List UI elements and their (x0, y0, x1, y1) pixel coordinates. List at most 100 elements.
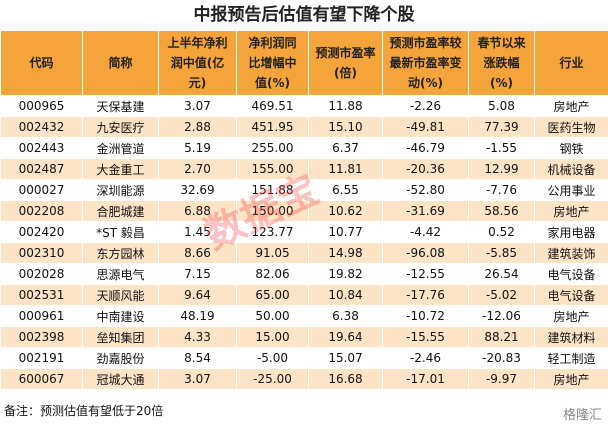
table-cell: 钢铁 (534, 137, 608, 159)
table-cell: -49.81 (382, 116, 469, 138)
table-cell: -17.76 (382, 284, 469, 306)
table-cell: 50.00 (236, 305, 309, 327)
note: 备注：预测估值有望低于20倍 (4, 404, 164, 418)
table-cell: 九安医疗 (82, 116, 159, 138)
table-cell: 91.05 (236, 242, 309, 264)
table-row: 002028 思源电气 7.15 82.06 19.82 -12.55 26.54 电气设备 (0, 263, 608, 285)
table-cell: 002310 (0, 242, 83, 264)
table-cell: -46.79 (382, 137, 469, 159)
table-cell: 中南建设 (82, 305, 159, 327)
table-cell: 10.77 (308, 221, 383, 243)
table-cell: -2.26 (382, 95, 469, 117)
table-row: 002191 劲嘉股份 8.54 -5.00 15.07 -2.46 -20.83 轻工制造 (0, 347, 608, 369)
table-cell: 002028 (0, 263, 83, 285)
table-cell: 58.56 (468, 200, 535, 222)
table-cell: 002531 (0, 284, 83, 306)
table-cell: -15.55 (382, 326, 469, 348)
table-cell: 3.07 (158, 368, 237, 390)
table-cell: 88.21 (468, 326, 535, 348)
table-cell: 000027 (0, 179, 83, 201)
table-cell: 6.38 (308, 305, 383, 327)
table-cell: 000961 (0, 305, 83, 327)
table-cell: -96.08 (382, 242, 469, 264)
table-cell: 7.15 (158, 263, 237, 285)
table-cell: 48.19 (158, 305, 237, 327)
table-cell: 155.00 (236, 158, 309, 180)
table-cell: 电气设备 (534, 263, 608, 285)
table-cell: 255.00 (236, 137, 309, 159)
table-cell: 3.07 (158, 95, 237, 117)
table-cell: 电气设备 (534, 284, 608, 306)
table-cell: -20.83 (468, 347, 535, 369)
table-cell: 金洲管道 (82, 137, 159, 159)
table-row: 002420 *ST 毅昌 1.45 123.77 10.77 -4.42 0.52 家用电器 (0, 221, 608, 243)
header-cell: 春节以来涨跌幅(%) (468, 30, 535, 96)
table-cell: 19.82 (308, 263, 383, 285)
table-cell: 002443 (0, 137, 83, 159)
table-cell: 垒知集团 (82, 326, 159, 348)
header-cell: 行业 (534, 30, 608, 96)
table-cell: 10.84 (308, 284, 383, 306)
table-cell: 002398 (0, 326, 83, 348)
table-cell: 5.19 (158, 137, 237, 159)
table-cell: 002487 (0, 158, 83, 180)
table-cell: 建筑材料 (534, 326, 608, 348)
header-cell: 上半年净利润中值(亿元) (158, 30, 237, 96)
table-cell: 医药生物 (534, 116, 608, 138)
table-row: 002208 合肥城建 6.88 150.00 10.62 -31.69 58.56 房地产 (0, 200, 608, 222)
table-row: 002531 天顺风能 9.64 65.00 10.84 -17.76 -5.02 电气设备 (0, 284, 608, 306)
table-cell: 82.06 (236, 263, 309, 285)
table-cell: -4.42 (382, 221, 469, 243)
table-cell: 轻工制造 (534, 347, 608, 369)
header-cell: 预测市盈率(倍) (308, 30, 383, 96)
table-cell: 77.39 (468, 116, 535, 138)
table-row: 002398 垒知集团 4.33 15.00 19.64 -15.55 88.21 建筑材料 (0, 326, 608, 348)
table-cell: 9.64 (158, 284, 237, 306)
table-row: 000965 天保基建 3.07 469.51 11.88 -2.26 5.08 房地产 (0, 95, 608, 117)
table-cell: 房地产 (534, 368, 608, 390)
table-row: 002310 东方园林 8.66 91.05 14.98 -96.08 -5.85 建筑装饰 (0, 242, 608, 264)
table-cell: 002432 (0, 116, 83, 138)
table-cell: 150.00 (236, 200, 309, 222)
table-cell: -12.55 (382, 263, 469, 285)
table: 代码 简称 上半年净利润中值(亿元) 净利润同比增幅中值(%) 预测市盈率(倍) 预测市盈… (0, 30, 608, 390)
table-cell: 14.98 (308, 242, 383, 264)
table-cell: 天顺风能 (82, 284, 159, 306)
table-cell: 15.10 (308, 116, 383, 138)
table-cell: 26.54 (468, 263, 535, 285)
table-cell: -9.97 (468, 368, 535, 390)
table-cell: 深圳能源 (82, 179, 159, 201)
table-cell: 6.88 (158, 200, 237, 222)
table-cell: 002191 (0, 347, 83, 369)
table-cell: 5.08 (468, 95, 535, 117)
table-cell: -12.06 (468, 305, 535, 327)
table-cell: 房地产 (534, 200, 608, 222)
table-cell: 家用电器 (534, 221, 608, 243)
table-row: 000027 深圳能源 32.69 151.88 6.55 -52.80 -7.76 公用事业 (0, 179, 608, 201)
logo: 格隆汇 (562, 408, 602, 423)
table-cell: 6.37 (308, 137, 383, 159)
table-cell: 15.00 (236, 326, 309, 348)
header-cell: 简称 (82, 30, 159, 96)
table-row: 002443 金洲管道 5.19 255.00 6.37 -46.79 -1.55 钢铁 (0, 137, 608, 159)
table-row: 600067 冠城大通 3.07 -25.00 16.68 -17.01 -9.97 房地产 (0, 368, 608, 390)
table-cell: -10.72 (382, 305, 469, 327)
table-cell: 思源电气 (82, 263, 159, 285)
table-row: 000961 中南建设 48.19 50.00 6.38 -10.72 -12.06 房地产 (0, 305, 608, 327)
table-row: 002432 九安医疗 2.88 451.95 15.10 -49.81 77.39 医药生物 (0, 116, 608, 138)
table-cell: 房地产 (534, 305, 608, 327)
table-cell: -31.69 (382, 200, 469, 222)
table-cell: 000965 (0, 95, 83, 117)
table-row: 002487 大金重工 2.70 155.00 11.81 -20.36 12.99 机械设备 (0, 158, 608, 180)
table-cell: 8.66 (158, 242, 237, 264)
table-cell: 11.88 (308, 95, 383, 117)
table-cell: -17.01 (382, 368, 469, 390)
table-cell: 451.95 (236, 116, 309, 138)
table-cell: 12.99 (468, 158, 535, 180)
table-cell: -5.00 (236, 347, 309, 369)
table-cell: 600067 (0, 368, 83, 390)
table-cell: -5.02 (468, 284, 535, 306)
table-body: 000965 天保基建 3.07 469.51 11.88 -2.26 5.08 房地产 002… (0, 95, 608, 390)
table-cell: -25.00 (236, 368, 309, 390)
table-cell: 65.00 (236, 284, 309, 306)
